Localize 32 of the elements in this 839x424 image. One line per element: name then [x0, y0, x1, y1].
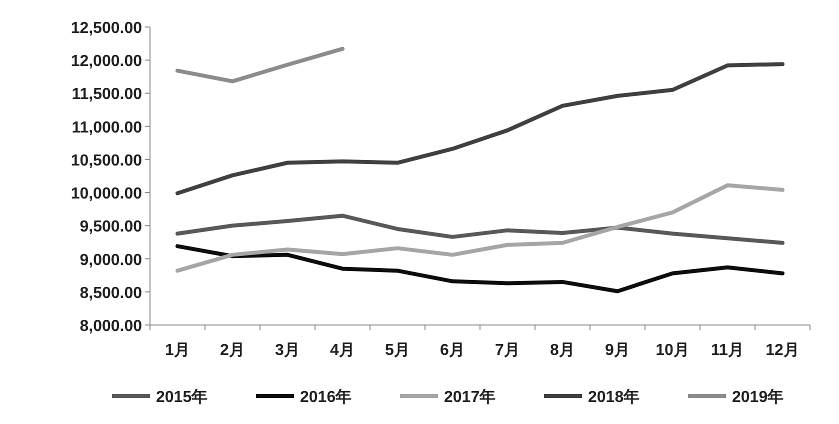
y-tick-label: 12,000.00	[70, 53, 142, 70]
y-tick-label: 11,000.00	[72, 119, 142, 136]
line-series	[176, 62, 784, 196]
x-tick-label: 5月	[385, 342, 410, 359]
y-tick-label: 11,500.00	[72, 86, 142, 104]
x-tick-label: 10月	[656, 342, 690, 359]
x-tick-label: 8月	[550, 342, 575, 359]
x-tick-label: 2月	[220, 342, 245, 359]
line-series	[176, 183, 784, 273]
legend-label: 2017年	[444, 388, 496, 406]
y-tick-label: 9,000.00	[80, 252, 142, 269]
y-tick-label: 8,000.00	[80, 318, 142, 335]
x-tick-label: 11月	[711, 342, 744, 359]
legend-label: 2016年	[300, 388, 352, 406]
legend-label: 2015年	[156, 388, 208, 406]
x-tick-label: 4月	[330, 342, 355, 359]
legend-label: 2018年	[588, 388, 640, 406]
x-tick-label: 3月	[275, 342, 300, 359]
y-tick-label: 9,500.00	[80, 218, 142, 236]
line-series	[176, 214, 784, 245]
x-tick-label: 7月	[495, 342, 520, 359]
y-tick-label: 8,500.00	[80, 284, 142, 302]
x-tick-label: 1月	[165, 342, 190, 359]
x-tick-label: 12月	[766, 342, 800, 359]
y-tick-label: 10,000.00	[70, 186, 142, 203]
y-tick-label: 10,500.00	[70, 152, 142, 170]
line-series	[176, 244, 784, 294]
legend-label: 2019年	[732, 388, 784, 406]
line-series	[176, 46, 344, 84]
x-tick-label: 6月	[440, 342, 465, 359]
x-tick-label: 9月	[605, 342, 630, 359]
y-tick-label: 12,500.00	[70, 20, 142, 37]
